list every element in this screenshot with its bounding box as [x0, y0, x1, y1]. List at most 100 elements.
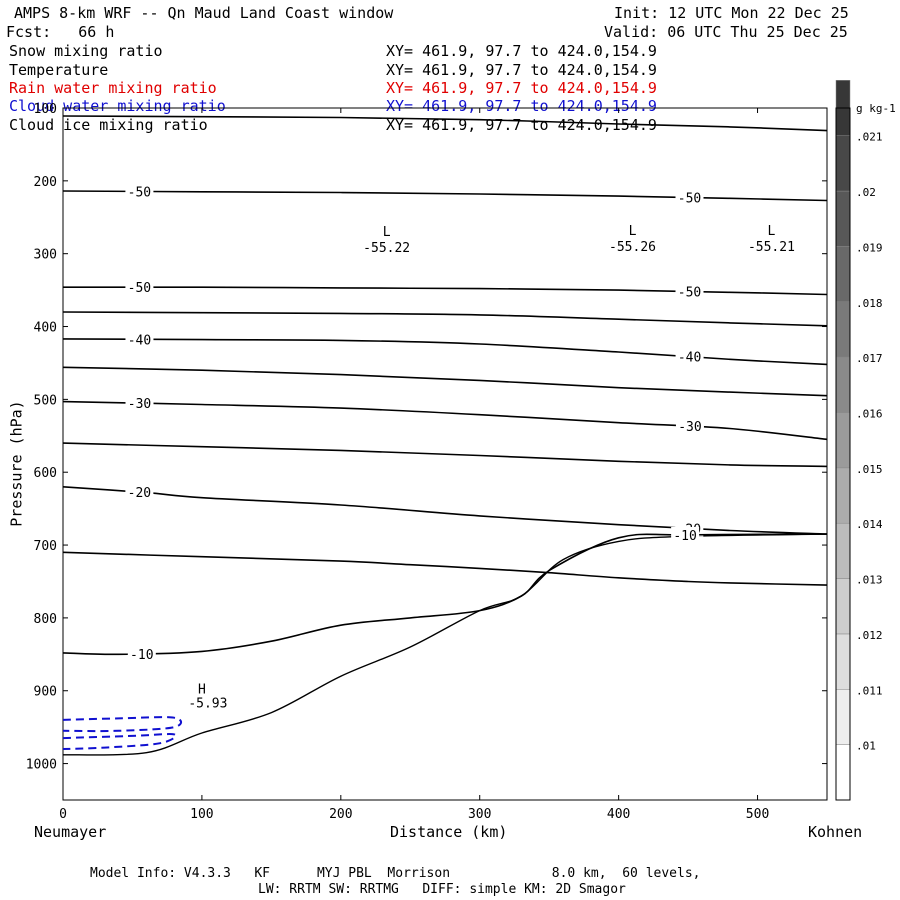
contour-label-mask	[675, 283, 704, 300]
colorbar-tick-label: .012	[856, 629, 883, 642]
colorbar-bin	[835, 190, 851, 247]
contour-label: -50	[678, 285, 701, 300]
x-tick-label: 200	[329, 807, 352, 822]
y-tick-label: 100	[34, 102, 57, 117]
contour-label-mask	[125, 484, 154, 501]
colorbar-bin	[835, 578, 851, 635]
colorbar-bin	[835, 135, 851, 192]
contour-label: -20	[128, 486, 151, 501]
terrain-line	[62, 533, 828, 756]
temperature-contour	[62, 190, 828, 202]
colorbar-tick-label: .018	[856, 297, 883, 310]
temperature-contour	[62, 115, 828, 132]
field-name-snow: Snow mixing ratio	[9, 42, 163, 60]
contour-label-mask	[127, 646, 156, 663]
field-xy-snow: XY= 461.9, 97.7 to 424.0,154.9	[386, 42, 657, 60]
cloud-water-contour	[62, 733, 177, 750]
colorbar-bin	[835, 689, 851, 745]
x-tick-label: 100	[190, 807, 213, 822]
forecast-hour: Fcst: 66 h	[6, 23, 115, 41]
colorbar-tick-label: .019	[856, 241, 883, 254]
cloud-water-contour	[62, 716, 183, 733]
minimum-value: -55.22	[363, 241, 410, 256]
contour-label-mask	[125, 279, 154, 296]
y-tick-label: 600	[34, 466, 57, 481]
maximum-marker: H	[198, 682, 206, 697]
field-name-rain: Rain water mixing ratio	[9, 79, 217, 97]
contour-label: -50	[128, 185, 151, 200]
maximum-value: -5.93	[188, 696, 227, 711]
contour-label-mask	[675, 189, 704, 206]
physics-info: LW: RRTM SW: RRTMG DIFF: simple KM: 2D S…	[258, 882, 626, 897]
field-xy-rain: XY= 461.9, 97.7 to 424.0,154.9	[386, 79, 657, 97]
colorbar-tick-label: .014	[856, 518, 883, 531]
chart-title: AMPS 8-km WRF -- Qn Maud Land Coast wind…	[14, 4, 394, 22]
colorbar-bin	[835, 412, 851, 469]
model-info: Model Info: V4.3.3 KF MYJ PBL Morrison 8…	[90, 866, 701, 881]
minimum-value: -55.26	[609, 240, 656, 255]
y-tick-label: 200	[34, 175, 57, 190]
init-time: Init: 12 UTC Mon 22 Dec 25	[614, 4, 849, 22]
colorbar-tick-label: .01	[856, 740, 876, 753]
minimum-marker: L	[768, 224, 776, 239]
temperature-contour	[62, 400, 828, 441]
colorbar-bin	[835, 301, 851, 358]
temperature-contour	[62, 366, 828, 397]
minimum-marker: L	[629, 224, 637, 239]
field-name-cloud-ice: Cloud ice mixing ratio	[9, 116, 208, 134]
colorbar-tick-label: .011	[856, 684, 883, 697]
y-tick-label: 300	[34, 248, 57, 263]
colorbar-bin	[835, 356, 851, 413]
contour-label-mask	[125, 331, 154, 348]
valid-time: Valid: 06 UTC Thu 25 Dec 25	[604, 23, 848, 41]
temperature-contour	[62, 533, 828, 656]
colorbar-tick-label: .02	[856, 186, 876, 199]
field-name-temperature: Temperature	[9, 61, 109, 79]
y-tick-label: 1000	[26, 758, 57, 773]
temperature-contour	[62, 486, 828, 535]
colorbar-bin	[835, 246, 851, 303]
x-tick-label: 0	[59, 807, 67, 822]
contour-label-mask	[675, 348, 704, 365]
colorbar-frame	[835, 107, 851, 801]
contour-label: -40	[678, 351, 701, 366]
temperature-contour	[62, 286, 828, 296]
contour-label-mask	[125, 183, 154, 200]
colorbar-bin	[835, 522, 851, 579]
minimum-marker: L	[383, 225, 391, 240]
y-tick-label: 400	[34, 321, 57, 336]
contour-label: -40	[128, 333, 151, 348]
temperature-contour	[62, 551, 828, 586]
temperature-contour	[62, 442, 828, 468]
contour-label-mask	[671, 526, 700, 543]
y-tick-label: 500	[34, 393, 57, 408]
colorbar-tick-label: .013	[856, 574, 883, 587]
y-tick-label: 800	[34, 612, 57, 627]
contour-label: -50	[128, 281, 151, 296]
y-tick-label: 700	[34, 539, 57, 554]
colorbar-tick-label: .017	[856, 352, 883, 365]
contour-label-mask	[125, 395, 154, 412]
field-xy-cloud-water: XY= 461.9, 97.7 to 424.0,154.9	[386, 97, 657, 115]
colorbar-tick-label: .016	[856, 407, 883, 420]
contour-label: -10	[673, 529, 696, 544]
y-tick-label: 900	[34, 685, 57, 700]
minimum-value: -55.21	[748, 240, 795, 255]
contour-label: -30	[678, 420, 701, 435]
contour-label-mask	[675, 418, 704, 435]
plot-frame	[62, 107, 828, 801]
colorbar-unit: g kg-1	[856, 102, 896, 115]
contour-label: -10	[130, 648, 153, 663]
temperature-contour	[62, 311, 828, 327]
colorbar-bin	[835, 633, 851, 690]
x-tick-label: 300	[468, 807, 491, 822]
field-name-cloud-water: Cloud water mixing ratio	[9, 97, 226, 115]
x-start-label: Neumayer	[34, 823, 107, 841]
field-xy-temperature: XY= 461.9, 97.7 to 424.0,154.9	[386, 61, 657, 79]
x-tick-label: 400	[607, 807, 630, 822]
temperature-contour	[62, 338, 828, 366]
colorbar-tick-label: .021	[856, 131, 883, 144]
colorbar-bin	[835, 744, 851, 801]
contour-label: -50	[678, 191, 701, 206]
